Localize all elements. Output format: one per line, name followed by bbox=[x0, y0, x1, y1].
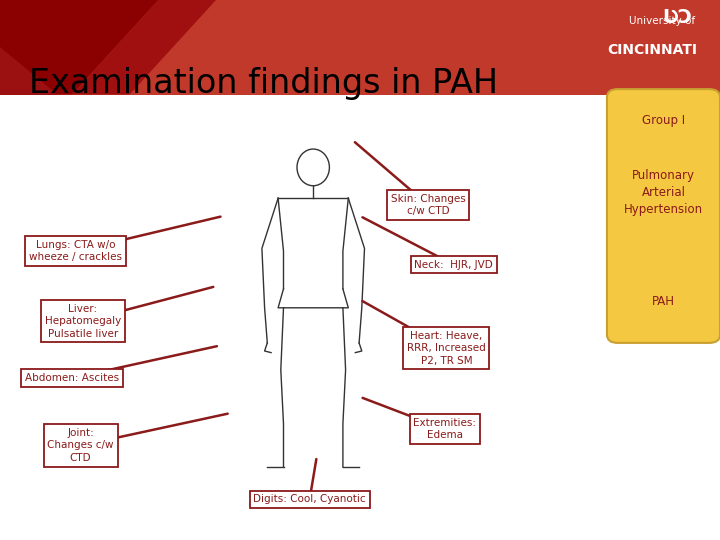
FancyBboxPatch shape bbox=[607, 89, 720, 343]
Polygon shape bbox=[0, 47, 58, 94]
Text: University of: University of bbox=[629, 16, 695, 26]
Text: Extremities:
Edema: Extremities: Edema bbox=[413, 418, 477, 441]
Text: Abdomen: Ascites: Abdomen: Ascites bbox=[25, 373, 119, 383]
Text: ƲƆ: ƲƆ bbox=[662, 8, 692, 27]
Text: Heart: Heave,
RRR, Increased
P2, TR SM: Heart: Heave, RRR, Increased P2, TR SM bbox=[407, 331, 486, 366]
Text: Skin: Changes
c/w CTD: Skin: Changes c/w CTD bbox=[391, 194, 466, 217]
Polygon shape bbox=[72, 0, 216, 94]
Text: Pulmonary
Arterial
Hypertension: Pulmonary Arterial Hypertension bbox=[624, 168, 703, 216]
Text: Lungs: CTA w/o
wheeze / crackles: Lungs: CTA w/o wheeze / crackles bbox=[29, 240, 122, 262]
Text: Neck:  HJR, JVD: Neck: HJR, JVD bbox=[414, 260, 493, 269]
Polygon shape bbox=[0, 0, 158, 94]
Text: Joint:
Changes c/w
CTD: Joint: Changes c/w CTD bbox=[48, 428, 114, 463]
Text: CINCINNATI: CINCINNATI bbox=[607, 43, 697, 57]
FancyBboxPatch shape bbox=[0, 0, 720, 94]
Text: PAH: PAH bbox=[652, 295, 675, 308]
Text: Liver:
Hepatomegaly
Pulsatile liver: Liver: Hepatomegaly Pulsatile liver bbox=[45, 304, 121, 339]
Text: Examination findings in PAH: Examination findings in PAH bbox=[29, 67, 498, 100]
Text: Group I: Group I bbox=[642, 114, 685, 127]
Text: Digits: Cool, Cyanotic: Digits: Cool, Cyanotic bbox=[253, 495, 366, 504]
